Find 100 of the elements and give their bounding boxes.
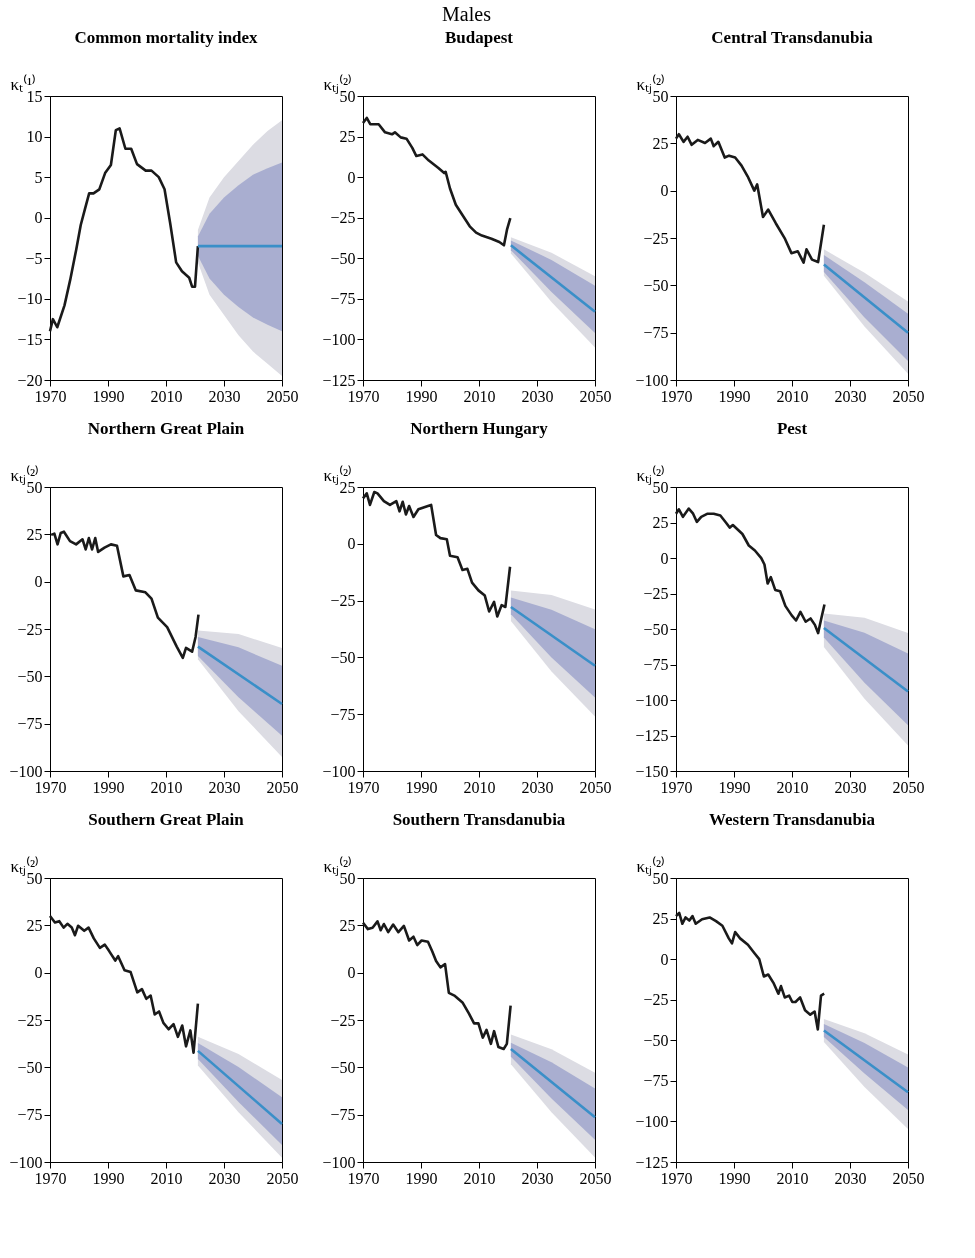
x-tick-label: 1990 — [405, 778, 438, 796]
y-tick-label: −75 — [330, 705, 356, 723]
y-tick-label: −150 — [635, 762, 669, 780]
x-tick-label: 2030 — [834, 387, 867, 405]
chart-title: Common mortality index — [74, 28, 259, 47]
x-tick-label: 1990 — [92, 778, 125, 796]
x-tick-label: 2010 — [150, 778, 183, 796]
y-tick-label: −5 — [25, 249, 43, 267]
y-tick-label: −75 — [643, 656, 669, 673]
x-tick-label: 2050 — [892, 387, 925, 405]
y-tick-label: −10 — [17, 290, 43, 308]
y-tick-label: 0 — [34, 573, 43, 591]
x-tick-label: 1990 — [405, 387, 438, 405]
chart-title: Southern Transdanubia — [392, 810, 566, 829]
y-tick-label: −100 — [9, 762, 43, 780]
y-tick-label: 0 — [660, 950, 669, 968]
x-tick-label: 2030 — [521, 1169, 554, 1187]
y-tick-label: −20 — [17, 371, 43, 389]
y-tick-label: −50 — [643, 620, 669, 638]
y-tick-label: −25 — [643, 991, 669, 1009]
x-tick-label: 2010 — [150, 1169, 183, 1187]
x-tick-label: 2010 — [776, 387, 809, 405]
x-tick-label: 2050 — [892, 778, 925, 796]
chart-title: Northern Hungary — [410, 419, 549, 438]
y-tick-label: 25 — [339, 128, 356, 146]
y-tick-label: 0 — [34, 964, 43, 982]
line-series — [49, 530, 200, 660]
x-tick-label: 1990 — [718, 1169, 751, 1187]
y-tick-label: −100 — [9, 1153, 43, 1171]
y-tick-label: −50 — [643, 1031, 669, 1049]
line-series — [361, 920, 512, 1051]
y-tick-label: −100 — [635, 691, 669, 709]
y-tick-label: 25 — [652, 514, 669, 531]
line-series — [674, 132, 826, 264]
x-tick-label: 2010 — [463, 1169, 496, 1187]
y-tick-label: −50 — [330, 648, 356, 666]
y-tick-label: 0 — [347, 168, 356, 186]
x-tick-label: 2030 — [208, 778, 241, 796]
y-tick-label: −50 — [17, 667, 43, 685]
y-tick-label: 0 — [34, 209, 43, 227]
y-tick-label: −50 — [330, 1058, 356, 1076]
x-tick-label: 2010 — [463, 778, 496, 796]
x-tick-label: 1990 — [718, 778, 751, 796]
x-tick-label: 1970 — [34, 387, 67, 405]
y-tick-label: 25 — [26, 525, 43, 543]
x-tick-label: 1990 — [92, 387, 125, 405]
x-tick-label: 2050 — [266, 1169, 299, 1187]
y-tick-label: −100 — [635, 1112, 669, 1130]
y-tick-label: −25 — [330, 592, 356, 610]
chart-title: Budapest — [444, 28, 514, 47]
x-tick-label: 1970 — [660, 387, 693, 405]
y-tick-label: −15 — [17, 330, 43, 348]
x-tick-label: 2050 — [579, 387, 612, 405]
y-tick-label: −100 — [322, 330, 356, 348]
line-series — [361, 116, 512, 247]
y-tick-label: 10 — [26, 128, 43, 146]
y-tick-label: 25 — [26, 916, 43, 934]
x-tick-label: 2030 — [208, 1169, 241, 1187]
y-tick-label: −75 — [330, 290, 356, 308]
chart-title: Central Transdanubia — [711, 28, 874, 47]
y-tick-label: −25 — [330, 1011, 356, 1029]
line-series — [674, 911, 826, 1031]
x-tick-label: 1970 — [660, 778, 693, 796]
x-tick-label: 1990 — [718, 387, 751, 405]
chart-title: Pest — [776, 419, 808, 438]
x-tick-label: 2030 — [208, 387, 241, 405]
y-tick-label: 25 — [652, 910, 669, 928]
line-series — [361, 490, 512, 618]
y-tick-label: 5 — [34, 168, 43, 186]
y-tick-label: 0 — [660, 182, 669, 200]
x-tick-label: 2050 — [579, 778, 612, 796]
y-tick-label: −25 — [643, 585, 669, 602]
x-tick-label: 2010 — [776, 778, 809, 796]
x-tick-label: 2010 — [463, 387, 496, 405]
line-series — [48, 914, 200, 1055]
y-tick-label: −75 — [643, 324, 669, 342]
x-tick-label: 2010 — [776, 1169, 809, 1187]
x-tick-label: 1970 — [347, 1169, 380, 1187]
y-tick-label: 25 — [339, 916, 356, 934]
x-tick-label: 1990 — [92, 1169, 125, 1187]
y-tick-label: −25 — [17, 1011, 43, 1029]
y-tick-label: −25 — [17, 620, 43, 638]
x-tick-label: 1970 — [34, 1169, 67, 1187]
y-tick-label: −125 — [322, 371, 356, 389]
x-tick-label: 2050 — [892, 1169, 925, 1187]
x-tick-label: 1990 — [405, 1169, 438, 1187]
y-tick-label: −25 — [330, 209, 356, 227]
y-tick-label: −25 — [643, 229, 669, 247]
y-tick-label: 0 — [660, 549, 669, 567]
y-tick-label: 0 — [347, 535, 356, 553]
x-tick-label: 2010 — [150, 387, 183, 405]
y-tick-label: 0 — [347, 964, 356, 982]
line-series — [674, 507, 826, 635]
x-tick-label: 2030 — [834, 778, 867, 796]
x-tick-label: 2050 — [266, 387, 299, 405]
x-tick-label: 2030 — [521, 387, 554, 405]
chart-title: Western Transdanubia — [708, 810, 876, 829]
x-tick-label: 2050 — [266, 778, 299, 796]
y-tick-label: −100 — [635, 371, 669, 389]
y-tick-label: −50 — [643, 276, 669, 294]
